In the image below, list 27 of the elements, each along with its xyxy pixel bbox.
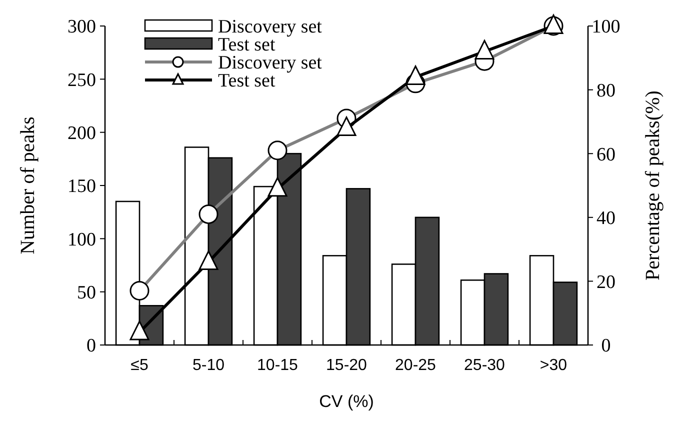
x-tick-label: 15-20 [326,357,368,374]
point [268,177,288,197]
y-tick-label: 200 [68,122,96,144]
x-tick-label: 10-15 [257,357,298,374]
x-tick-label: 5-10 [192,357,225,374]
y-tick-label: 300 [68,16,96,38]
y2-tick-label: 20 [596,272,616,293]
y-tick-label: 250 [68,70,96,91]
x-tick-label: ≤5 [130,357,148,374]
point [198,250,218,270]
point [130,320,150,340]
y2-tick-label: 60 [596,144,616,166]
x-tick-label: >30 [540,357,568,374]
x-tick-label: 25-30 [464,357,506,374]
y2-tick-label: 40 [596,208,616,230]
y-tick-label: 100 [68,229,96,250]
y-axis-title: Number of peaks [17,116,39,254]
x-axis-title: CV (%) [319,392,374,411]
y2-tick-label: 80 [596,80,616,102]
y-tick-label: 0 [86,336,96,357]
y2-axis-title: Percentage of peaks(%) [642,90,664,280]
x-tick-label: 20-25 [395,357,436,374]
y-tick-label: 50 [77,282,96,304]
y2-tick-label: 0 [601,336,611,357]
y-tick-label: 150 [68,176,96,198]
y2-tick-label: 100 [592,16,620,38]
point [336,116,356,136]
